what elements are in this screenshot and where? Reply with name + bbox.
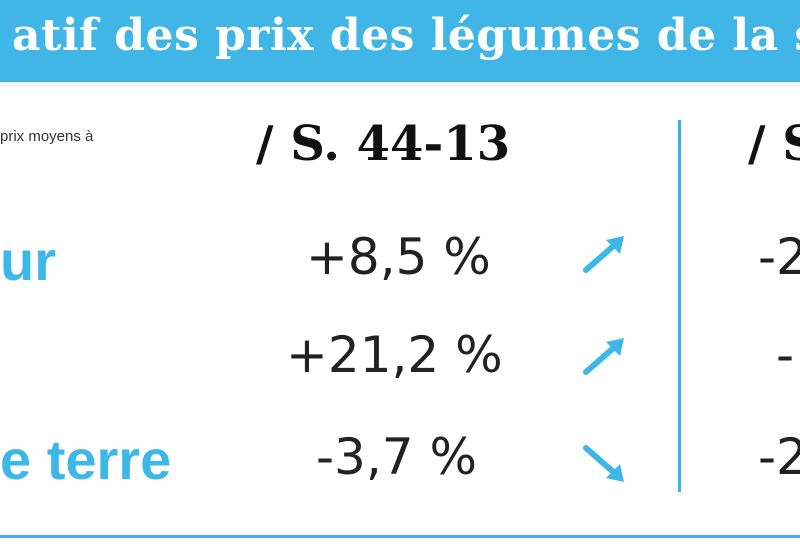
footnote-text: prix moyens à xyxy=(0,128,94,145)
row-value-col2: -2 xyxy=(758,428,800,486)
column-header-s-partial: / S xyxy=(748,116,800,172)
row-value-col1: +8,5 % xyxy=(306,228,491,286)
chart-title: atif des prix des légumes de la se xyxy=(12,10,800,61)
row-label: e terre xyxy=(0,428,172,491)
arrow-down-right-icon xyxy=(583,445,624,482)
column-separator xyxy=(678,120,681,492)
title-banner: atif des prix des légumes de la se xyxy=(0,0,800,82)
divider xyxy=(0,84,800,86)
row-value-col2: - xyxy=(776,326,795,384)
column-header-s44-13: / S. 44-13 xyxy=(256,116,511,172)
row-label: ur xyxy=(0,229,56,292)
arrow-up-right-icon xyxy=(583,236,624,273)
row-value-col2: -2 xyxy=(758,228,800,286)
row-value-col1: -3,7 % xyxy=(316,428,477,486)
bottom-rule xyxy=(0,535,800,538)
arrow-up-right-icon xyxy=(583,338,624,375)
row-value-col1: +21,2 % xyxy=(286,326,503,384)
